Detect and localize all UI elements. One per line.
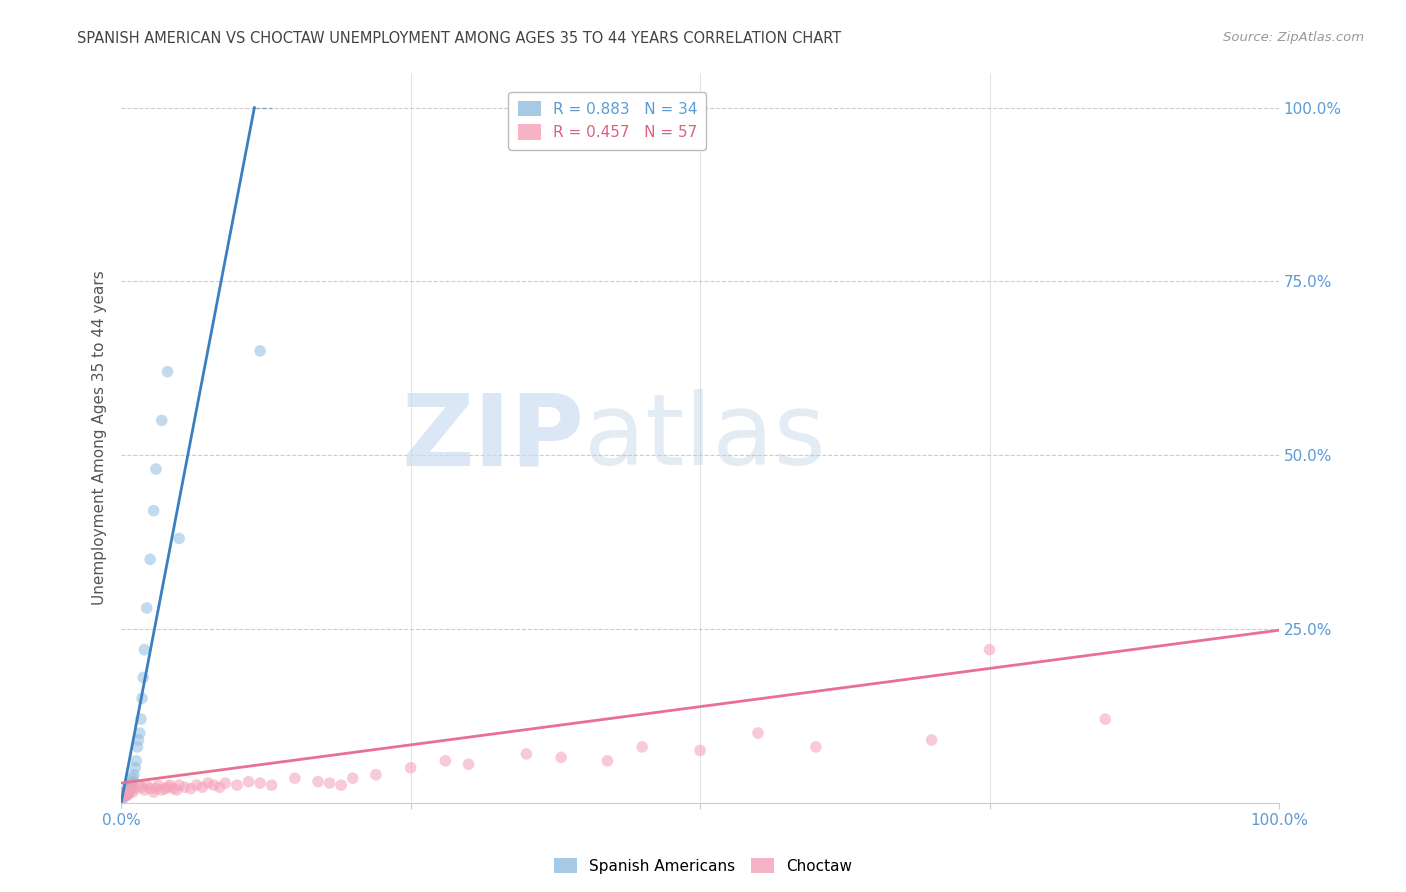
Point — [260, 778, 283, 792]
Point — [114, 787, 136, 801]
Text: ZIP: ZIP — [402, 389, 585, 486]
Point — [145, 781, 167, 796]
Point — [115, 781, 138, 796]
Point — [515, 747, 537, 761]
Point — [122, 768, 145, 782]
Point — [135, 778, 157, 792]
Point — [249, 343, 271, 358]
Point — [399, 761, 422, 775]
Point — [150, 783, 173, 797]
Legend: R = 0.883   N = 34, R = 0.457   N = 57: R = 0.883 N = 34, R = 0.457 N = 57 — [509, 92, 706, 150]
Point — [631, 739, 654, 754]
Point — [121, 781, 143, 796]
Point — [115, 789, 138, 803]
Point — [111, 792, 134, 806]
Point — [167, 532, 190, 546]
Point — [307, 774, 329, 789]
Point — [596, 754, 619, 768]
Point — [284, 771, 307, 785]
Point — [121, 771, 143, 785]
Point — [121, 776, 143, 790]
Point — [125, 754, 148, 768]
Point — [112, 789, 135, 804]
Point — [129, 712, 152, 726]
Point — [145, 462, 167, 476]
Point — [156, 365, 179, 379]
Point — [747, 726, 769, 740]
Point — [457, 757, 479, 772]
Point — [121, 774, 143, 789]
Point — [174, 780, 197, 795]
Point — [330, 778, 353, 792]
Point — [148, 778, 170, 792]
Point — [135, 601, 157, 615]
Point — [159, 778, 181, 792]
Point — [434, 754, 457, 768]
Point — [238, 774, 260, 789]
Point — [249, 776, 271, 790]
Point — [208, 780, 231, 795]
Point — [117, 785, 139, 799]
Point — [166, 783, 188, 797]
Point — [124, 761, 146, 775]
Point — [139, 781, 162, 796]
Point — [128, 778, 150, 792]
Point — [112, 789, 135, 803]
Point — [197, 776, 219, 790]
Point — [134, 783, 156, 797]
Point — [318, 776, 340, 790]
Text: atlas: atlas — [585, 389, 825, 486]
Point — [112, 789, 135, 804]
Point — [550, 750, 572, 764]
Point — [117, 787, 139, 801]
Point — [120, 778, 142, 792]
Point — [131, 780, 153, 795]
Point — [134, 642, 156, 657]
Point — [156, 780, 179, 795]
Point — [120, 783, 142, 797]
Point — [162, 781, 184, 796]
Point — [139, 552, 162, 566]
Legend: Spanish Americans, Choctaw: Spanish Americans, Choctaw — [548, 852, 858, 880]
Point — [142, 785, 165, 799]
Point — [128, 733, 150, 747]
Point — [124, 781, 146, 796]
Point — [111, 789, 134, 803]
Point — [118, 781, 141, 796]
Point — [120, 780, 142, 795]
Point — [114, 785, 136, 799]
Point — [115, 785, 138, 799]
Point — [118, 785, 141, 799]
Point — [186, 778, 208, 792]
Point — [118, 783, 141, 797]
Point — [191, 780, 214, 795]
Point — [115, 789, 138, 803]
Point — [364, 768, 387, 782]
Point — [180, 781, 202, 796]
Point — [804, 739, 827, 754]
Point — [131, 691, 153, 706]
Text: SPANISH AMERICAN VS CHOCTAW UNEMPLOYMENT AMONG AGES 35 TO 44 YEARS CORRELATION C: SPANISH AMERICAN VS CHOCTAW UNEMPLOYMENT… — [77, 31, 842, 46]
Point — [342, 771, 364, 785]
Point — [132, 670, 155, 684]
Point — [150, 413, 173, 427]
Point — [142, 504, 165, 518]
Y-axis label: Unemployment Among Ages 35 to 44 years: Unemployment Among Ages 35 to 44 years — [93, 270, 107, 605]
Point — [689, 743, 711, 757]
Point — [202, 778, 225, 792]
Point — [226, 778, 249, 792]
Point — [121, 785, 143, 799]
Point — [979, 642, 1001, 657]
Point — [155, 781, 177, 796]
Point — [128, 726, 150, 740]
Point — [167, 778, 190, 792]
Point — [214, 776, 236, 790]
Point — [114, 787, 136, 801]
Point — [115, 785, 138, 799]
Point — [127, 739, 149, 754]
Point — [921, 733, 943, 747]
Point — [1094, 712, 1116, 726]
Text: Source: ZipAtlas.com: Source: ZipAtlas.com — [1223, 31, 1364, 45]
